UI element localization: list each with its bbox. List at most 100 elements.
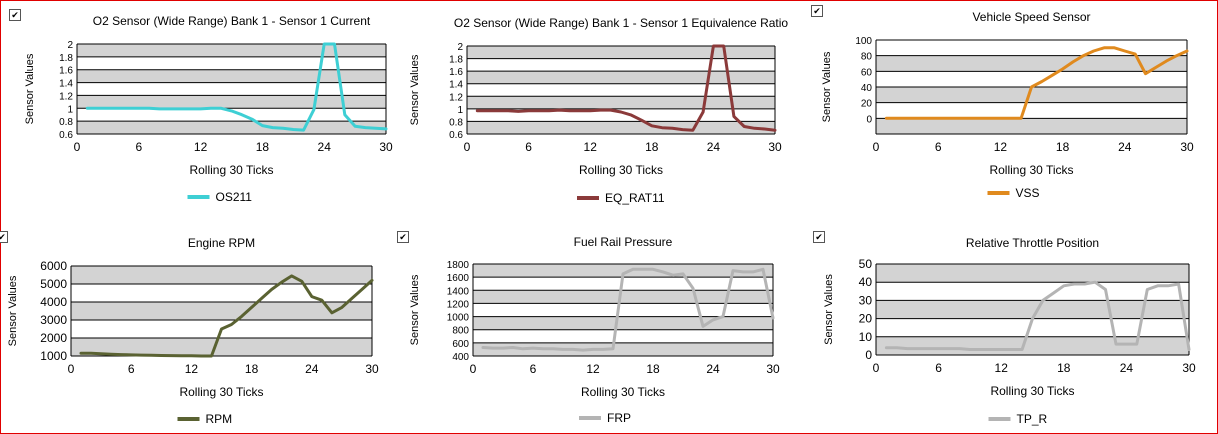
y-tick-label: 5000 xyxy=(40,277,67,291)
y-tick-label: 80 xyxy=(861,52,873,63)
x-tick-label: 0 xyxy=(68,362,75,376)
y-tick-label: 0.8 xyxy=(449,117,463,128)
series-line-eq_rat11 xyxy=(475,44,777,132)
plot-band xyxy=(71,302,372,320)
y-tick-label: 600 xyxy=(452,339,469,350)
x-tick-label: 18 xyxy=(256,140,270,154)
y-tick-label: 60 xyxy=(861,67,873,78)
chart-1-checkbox[interactable]: ✔ xyxy=(9,9,21,21)
chart-title: O2 Sensor (Wide Range) Bank 1 - Sensor 1… xyxy=(93,14,371,28)
chart-title: Fuel Rail Pressure xyxy=(574,235,673,249)
x-tick-label: 0 xyxy=(873,140,880,154)
y-tick-label: 20 xyxy=(861,99,873,110)
plot-band xyxy=(876,87,1187,103)
x-tick-label: 18 xyxy=(1057,361,1071,375)
y-tick-label: 30 xyxy=(859,293,873,307)
y-tick-label: 6000 xyxy=(40,259,67,273)
chart-4-checkbox[interactable]: ✔ xyxy=(0,231,8,243)
y-tick-label: 40 xyxy=(859,275,873,289)
y-tick-label: 3000 xyxy=(40,313,67,327)
x-tick-label: 12 xyxy=(185,362,199,376)
chart-3: 0 20 40 60 80 100 0 6 12 18 24 30 Vehicle Speed Sens… xyxy=(821,10,1194,200)
y-tick-label: 1.2 xyxy=(449,92,463,103)
plot-band xyxy=(71,338,372,356)
x-axis-label: Rolling 30 Ticks xyxy=(581,385,665,399)
chart-title: Vehicle Speed Sensor xyxy=(972,10,1090,24)
x-tick-label: 24 xyxy=(707,140,721,154)
x-tick-label: 30 xyxy=(768,140,782,154)
y-tick-label: 50 xyxy=(859,257,873,271)
y-tick-label: 1400 xyxy=(447,286,470,297)
y-tick-label: 0.8 xyxy=(59,117,73,128)
legend-label: OS211 xyxy=(216,190,253,204)
y-tick-label: 400 xyxy=(452,352,469,363)
plot-band xyxy=(71,266,372,284)
x-tick-label: 24 xyxy=(1120,361,1134,375)
x-tick-label: 6 xyxy=(135,140,142,154)
y-axis-label: Sensor Values xyxy=(823,274,835,345)
y-tick-label: 2000 xyxy=(40,331,67,345)
x-tick-label: 12 xyxy=(194,140,208,154)
y-axis-label: Sensor Values xyxy=(24,53,36,124)
chart-5: 400 600 800 1000 1200 1400 1600 1800 0 6 12 18 24 30 F… xyxy=(409,235,780,425)
series-line-rpm xyxy=(79,274,374,358)
x-tick-label: 30 xyxy=(365,362,379,376)
chart-5-checkbox[interactable]: ✔ xyxy=(397,231,409,243)
x-tick-label: 12 xyxy=(584,140,598,154)
chart-6-checkbox[interactable]: ✔ xyxy=(813,231,825,243)
y-axis-label: Sensor Values xyxy=(409,54,421,125)
y-tick-label: 1.4 xyxy=(59,79,73,90)
plot-band xyxy=(467,121,775,134)
plot-band xyxy=(467,71,775,84)
x-tick-label: 18 xyxy=(646,362,660,376)
x-tick-label: 0 xyxy=(74,140,81,154)
chart-6: 0 10 20 30 40 50 0 6 12 18 24 30 Relative Throttle P… xyxy=(823,236,1196,426)
y-tick-label: 0.6 xyxy=(59,130,73,141)
y-tick-label: 1 xyxy=(67,104,73,115)
y-tick-label: 1.8 xyxy=(59,53,73,64)
x-tick-label: 6 xyxy=(525,140,532,154)
x-tick-label: 30 xyxy=(766,362,780,376)
y-axis-label: Sensor Values xyxy=(821,51,833,122)
y-tick-label: 1000 xyxy=(447,313,470,324)
chart-1: 0.6 0.8 1 1.21.4 1.6 1.8 2 0 6 12 18 24 30 O2 Sensor … xyxy=(24,14,393,204)
plot-band xyxy=(77,69,386,83)
plot-band xyxy=(473,264,773,278)
x-tick-label: 12 xyxy=(994,140,1008,154)
plot-band xyxy=(77,121,386,134)
y-tick-label: 1200 xyxy=(447,299,470,310)
plot-band xyxy=(876,118,1187,134)
plot-band xyxy=(876,55,1187,72)
x-axis-label: Rolling 30 Ticks xyxy=(989,163,1073,177)
x-tick-label: 6 xyxy=(530,362,537,376)
chart-title: O2 Sensor (Wide Range) Bank 1 - Sensor 1… xyxy=(454,16,788,30)
x-axis-label: Rolling 30 Ticks xyxy=(579,163,663,177)
y-tick-label: 1.6 xyxy=(449,67,463,78)
chart-2: 0.6 0.81 1.21.4 1.61.8 2 0 6 12 18 24 30 O2 Sensor … xyxy=(409,16,788,205)
x-tick-label: 24 xyxy=(305,362,319,376)
y-tick-label: 1.4 xyxy=(449,80,463,91)
chart-title: Relative Throttle Position xyxy=(966,236,1099,250)
y-tick-label: 1 xyxy=(457,105,463,116)
y-tick-label: 0.6 xyxy=(449,130,463,141)
plot-band xyxy=(473,342,773,356)
chart-3-checkbox[interactable]: ✔ xyxy=(811,5,823,17)
y-tick-label: 0 xyxy=(865,348,872,362)
x-tick-label: 0 xyxy=(470,362,477,376)
plot-band xyxy=(473,290,773,304)
x-tick-label: 12 xyxy=(995,361,1009,375)
x-tick-label: 18 xyxy=(245,362,259,376)
plot-band xyxy=(876,336,1189,355)
plot-band xyxy=(467,46,775,59)
x-tick-label: 6 xyxy=(935,140,942,154)
y-tick-label: 4000 xyxy=(40,295,67,309)
plot-area xyxy=(467,46,775,134)
y-axis-label: Sensor Values xyxy=(7,275,19,346)
x-axis-label: Rolling 30 Ticks xyxy=(189,163,273,177)
series-line-vss xyxy=(884,46,1189,120)
series-line-tp_r xyxy=(884,280,1191,351)
plot-band xyxy=(876,264,1189,283)
y-axis-label: Sensor Values xyxy=(409,274,421,345)
plot-band xyxy=(77,95,386,109)
